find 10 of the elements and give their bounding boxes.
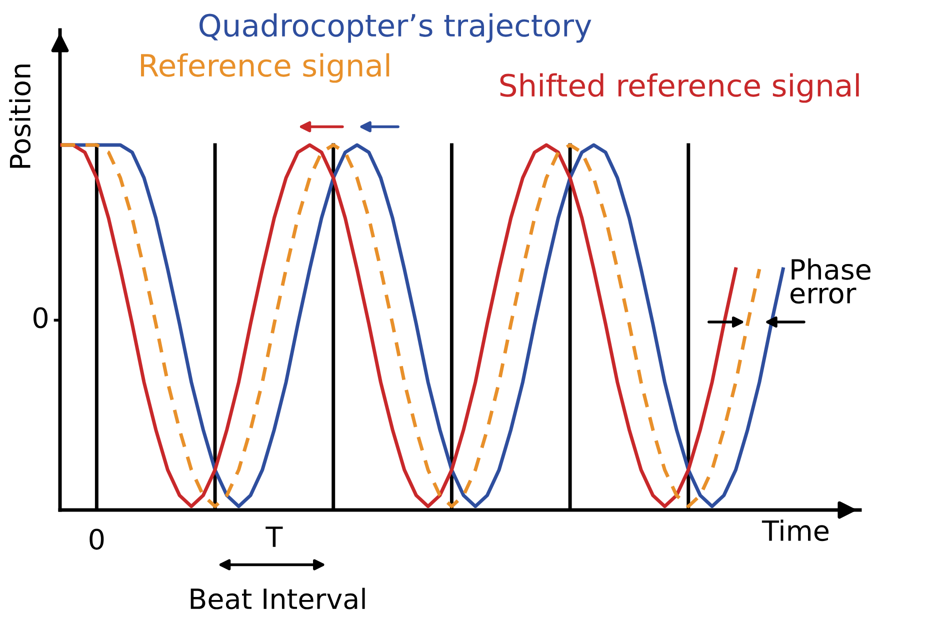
- series-label: Shifted reference signal: [500, 73, 859, 103]
- text: Beat Interval: [190, 588, 365, 610]
- text: Phase error: [790, 258, 870, 304]
- x-axis-title: Time: [762, 520, 829, 542]
- y-axis-title: Position: [9, 64, 31, 168]
- text: 0: [90, 528, 104, 550]
- text: Quadrocopter’s trajectory: [200, 13, 592, 43]
- text: 0: [34, 307, 48, 328]
- text: T: [266, 526, 283, 547]
- text: Reference signal: [141, 53, 390, 83]
